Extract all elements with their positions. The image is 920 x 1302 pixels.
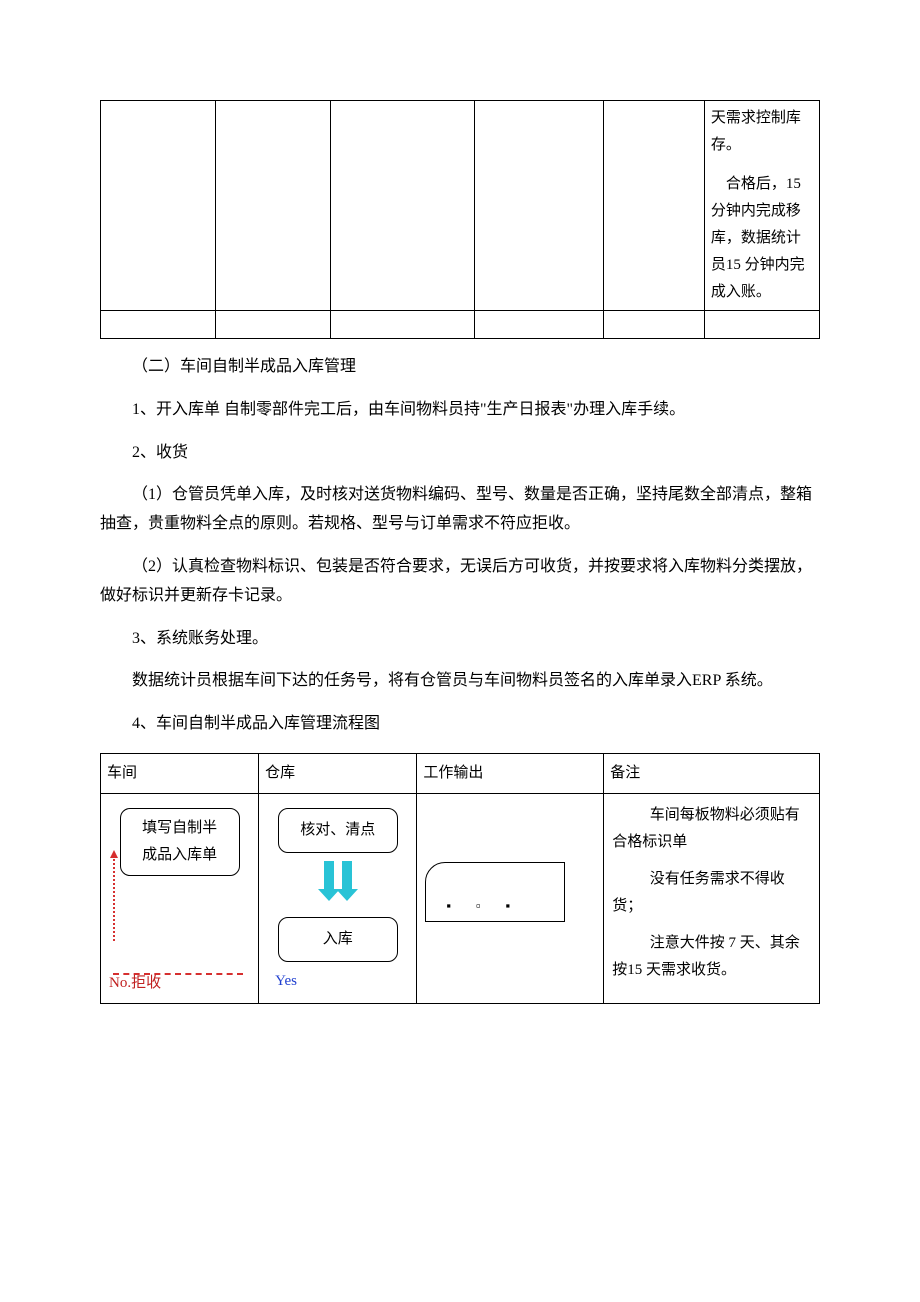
- flow-node-fill-form: 填写自制半 成品入库单: [120, 808, 240, 876]
- flow-node-check: 核对、清点: [278, 808, 398, 853]
- note-item: 车间每板物料必须贴有合格标识单: [612, 802, 811, 856]
- paragraph: （1）仓管员凭单入库，及时核对送货物料编码、型号、数量是否正确，坚持尾数全部清点…: [100, 481, 820, 539]
- arrow-down-icon: [324, 861, 334, 891]
- paragraph: 3、系统账务处理。: [100, 625, 820, 654]
- table-cell: [216, 101, 331, 311]
- output-document-shape: ▪ ▫ ▪: [425, 862, 565, 922]
- flow-node-store: 入库: [278, 917, 398, 962]
- table-header-row: 车间 仓库 工作输出 备注: [101, 753, 820, 793]
- table-cell: [331, 311, 475, 339]
- note-text-1: 天需求控制库存。: [711, 105, 813, 159]
- table-cell: [216, 311, 331, 339]
- continuation-table: 天需求控制库存。 合格后，15 分钟内完成移库，数据统计员15 分钟内完成入账。: [100, 100, 820, 339]
- paragraph: 数据统计员根据车间下达的任务号，将有仓管员与车间物料员签名的入库单录入ERP 系…: [100, 667, 820, 696]
- yes-label: Yes: [275, 968, 408, 995]
- table-row-empty: [101, 311, 820, 339]
- page-content: 天需求控制库存。 合格后，15 分钟内完成移库，数据统计员15 分钟内完成入账。…: [0, 0, 920, 1044]
- col-header: 备注: [604, 753, 820, 793]
- col-header: 仓库: [259, 753, 417, 793]
- table-cell: [101, 101, 216, 311]
- col-header: 车间: [101, 753, 259, 793]
- reject-label: No.拒收: [109, 970, 161, 997]
- reject-arrow-up: [113, 856, 115, 941]
- workshop-cell: 填写自制半 成品入库单 No.拒收: [101, 793, 259, 1003]
- table-cell: [474, 311, 603, 339]
- table-cell: [604, 311, 705, 339]
- paragraph: 4、车间自制半成品入库管理流程图: [100, 710, 820, 739]
- table-body-row: 填写自制半 成品入库单 No.拒收 核对、清点 入库 Yes: [101, 793, 820, 1003]
- output-dots: ▪ ▫ ▪: [446, 894, 516, 917]
- paragraph: 1、开入库单 自制零部件完工后，由车间物料员持"生产日报表"办理入库手续。: [100, 396, 820, 425]
- table-cell-notes: 天需求控制库存。 合格后，15 分钟内完成移库，数据统计员15 分钟内完成入账。: [704, 101, 819, 311]
- section-heading: （二）车间自制半成品入库管理: [100, 353, 820, 382]
- warehouse-cell: 核对、清点 入库 Yes: [259, 793, 417, 1003]
- col-header: 工作输出: [417, 753, 604, 793]
- down-arrows: [267, 859, 408, 903]
- flowchart-table: 车间 仓库 工作输出 备注 填写自制半 成品入库单 No.拒收 核对、清点: [100, 753, 820, 1004]
- arrow-down-icon: [342, 861, 352, 891]
- note-text-2: 合格后，15 分钟内完成移库，数据统计员15 分钟内完成入账。: [711, 171, 813, 306]
- note-item: 注意大件按 7 天、其余按15 天需求收货。: [612, 930, 811, 984]
- notes-cell: 车间每板物料必须贴有合格标识单 没有任务需求不得收货； 注意大件按 7 天、其余…: [604, 793, 820, 1003]
- paragraph: 2、收货: [100, 439, 820, 468]
- table-cell: [101, 311, 216, 339]
- table-cell: [604, 101, 705, 311]
- note-item: 没有任务需求不得收货；: [612, 866, 811, 920]
- table-cell: [474, 101, 603, 311]
- paragraph: （2）认真检查物料标识、包装是否符合要求，无误后方可收货，并按要求将入库物料分类…: [100, 553, 820, 611]
- output-cell: ▪ ▫ ▪: [417, 793, 604, 1003]
- table-cell: [331, 101, 475, 311]
- table-row: 天需求控制库存。 合格后，15 分钟内完成移库，数据统计员15 分钟内完成入账。: [101, 101, 820, 311]
- table-cell: [704, 311, 819, 339]
